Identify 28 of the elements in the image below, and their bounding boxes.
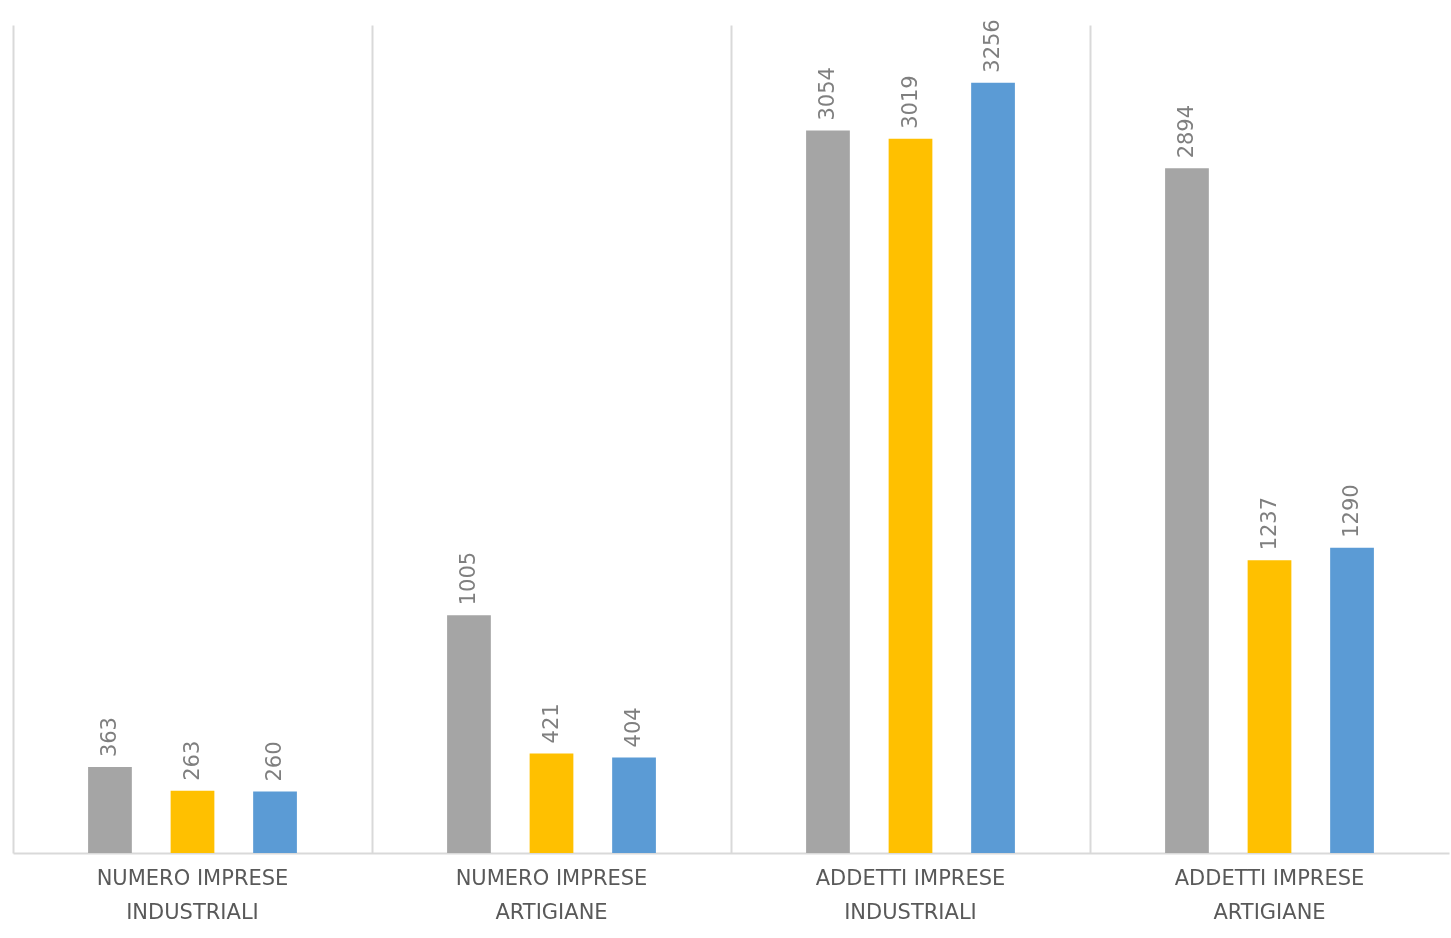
bar [1330,547,1374,853]
data-label: 363 [96,717,121,758]
bar [612,757,656,853]
x-tick-label: ADDETTI IMPRESE ARTIGIANE [1174,865,1365,924]
data-label: 3019 [897,75,922,129]
bar [888,138,933,853]
data-label: 1237 [1256,496,1281,551]
x-tick-label: ADDETTI IMPRESE INDUSTRIALI [815,865,1006,924]
bar [1247,560,1292,853]
bar [88,767,132,853]
bar [447,615,491,853]
bar [529,753,574,853]
bar [806,130,850,853]
bar [971,82,1015,853]
data-label: 421 [538,703,563,744]
data-label: 263 [179,740,204,781]
x-tick-label: NUMERO IMPRESE ARTIGIANE [455,865,648,924]
bar [253,791,297,853]
bar [170,790,215,853]
data-label: 1290 [1339,484,1364,538]
x-tick-label: NUMERO IMPRESE INDUSTRIALI [96,865,289,924]
data-label: 3256 [980,19,1005,73]
data-label: 1005 [455,551,480,606]
bar [1165,168,1209,853]
data-label: 260 [262,741,287,782]
data-label: 404 [621,707,646,748]
data-label: 3054 [814,67,839,121]
data-label: 2894 [1173,104,1198,159]
